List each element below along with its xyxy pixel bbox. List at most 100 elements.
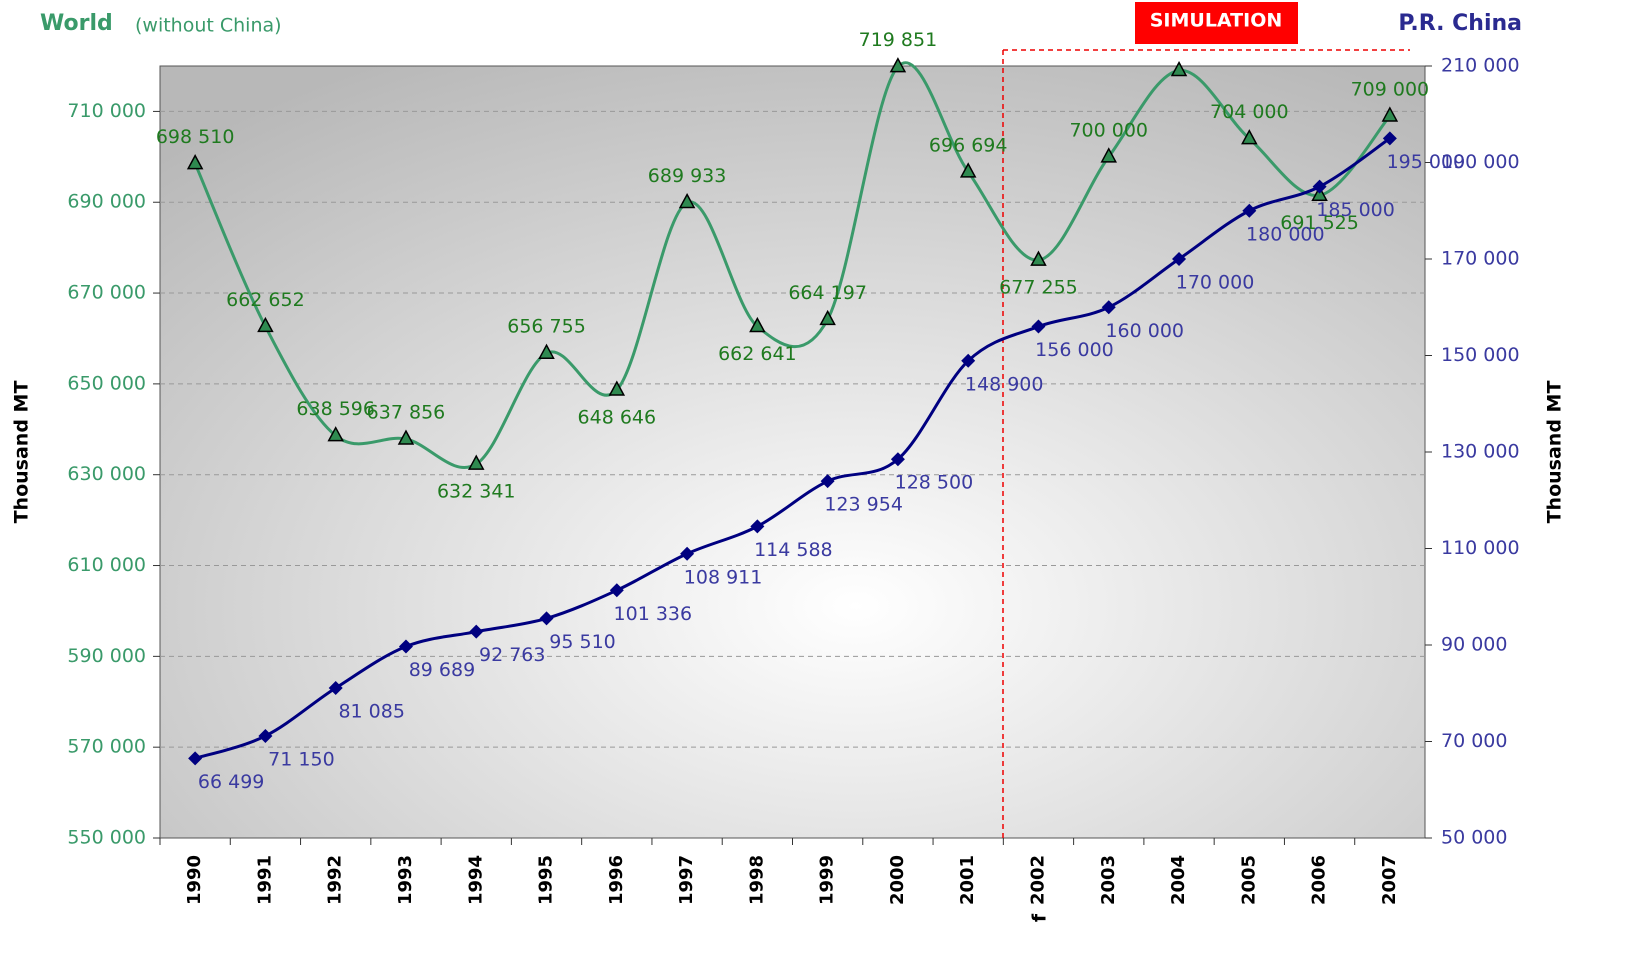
x-tick-label: 1999 xyxy=(817,855,838,905)
x-tick-label: 1994 xyxy=(465,855,486,905)
y2-tick-label: 110 000 xyxy=(1441,537,1520,559)
marker xyxy=(398,639,413,654)
marker xyxy=(889,57,907,73)
data-label: 662 641 xyxy=(718,343,797,365)
data-label: 677 255 xyxy=(999,277,1078,299)
data-label: 185 000 xyxy=(1316,199,1395,221)
marker xyxy=(257,316,274,333)
data-label: 689 933 xyxy=(648,165,727,187)
data-label: 123 954 xyxy=(824,494,903,516)
plot-area xyxy=(159,65,1426,839)
x-tick-label: 2002 xyxy=(1027,855,1048,905)
data-label: 160 000 xyxy=(1105,320,1184,342)
y2-tick-label: 90 000 xyxy=(1441,634,1507,656)
marker xyxy=(328,681,343,696)
data-label: 632 341 xyxy=(437,481,516,503)
forecast-mark: f xyxy=(1029,913,1051,922)
data-label: 92 763 xyxy=(479,644,545,666)
data-label: 108 911 xyxy=(684,566,763,588)
data-label: 81 085 xyxy=(338,701,404,723)
data-label: 148 900 xyxy=(965,373,1044,395)
data-label: 638 596 xyxy=(296,398,375,420)
marker xyxy=(750,519,765,534)
y2-axis-label: Thousand MT xyxy=(1544,381,1566,524)
x-tick-label: 1998 xyxy=(746,855,767,905)
marker xyxy=(680,546,695,561)
marker xyxy=(539,611,554,626)
y-axis-label: Thousand MT xyxy=(11,381,33,524)
marker xyxy=(469,624,484,639)
marker xyxy=(1170,60,1188,77)
data-label: 704 000 xyxy=(1210,101,1289,123)
y-tick-label: 570 000 xyxy=(67,736,146,758)
banner-box xyxy=(1135,2,1298,44)
marker xyxy=(1242,203,1257,218)
y-tick-label: 590 000 xyxy=(67,645,146,667)
y2-tick-label: 170 000 xyxy=(1441,248,1520,270)
data-label: 95 510 xyxy=(549,631,615,653)
x-tick-label: 1991 xyxy=(254,855,275,905)
marker xyxy=(819,309,836,326)
marker xyxy=(820,474,835,489)
y-tick-label: 630 000 xyxy=(67,463,146,485)
simulation-boundary xyxy=(1002,49,1410,838)
data-label: 719 851 xyxy=(859,29,938,51)
y2-tick-label: 210 000 xyxy=(1441,55,1520,77)
marker xyxy=(1312,179,1327,194)
marker xyxy=(1030,250,1047,266)
marker xyxy=(1031,319,1046,334)
x-tick-label: 2006 xyxy=(1309,855,1330,905)
series-title-right: P.R. China xyxy=(1398,11,1522,36)
y2-tick-label: 50 000 xyxy=(1441,827,1507,849)
marker xyxy=(327,426,344,442)
y2-tick-label: 190 000 xyxy=(1441,151,1520,173)
marker xyxy=(961,353,976,368)
x-tick-label: 1997 xyxy=(676,855,697,905)
banner: SIMULATION xyxy=(1150,10,1283,32)
marker xyxy=(609,583,624,598)
x-tick-label: 1992 xyxy=(325,855,346,905)
data-label: 662 652 xyxy=(226,289,305,311)
marker xyxy=(1100,147,1118,163)
data-label: 709 000 xyxy=(1351,78,1430,100)
x-tick-label: 2005 xyxy=(1238,855,1259,905)
marker xyxy=(1241,129,1258,145)
series-line xyxy=(194,137,1391,760)
data-label: 700 000 xyxy=(1069,119,1148,141)
y2-tick-label: 70 000 xyxy=(1441,730,1507,752)
data-label: 195 000 xyxy=(1387,151,1466,173)
marker xyxy=(258,728,273,743)
x-tick-label: 1995 xyxy=(536,855,557,905)
data-label: 648 646 xyxy=(578,407,657,429)
subtitle: (without China) xyxy=(135,15,282,37)
x-tick-label: 2003 xyxy=(1098,855,1119,905)
x-tick-label: 2007 xyxy=(1379,855,1400,905)
y2-tick-label: 130 000 xyxy=(1441,441,1520,463)
x-tick-label: 1993 xyxy=(395,855,416,905)
marker xyxy=(1101,300,1116,315)
x-tick-label: 2004 xyxy=(1168,855,1189,905)
y-tick-label: 670 000 xyxy=(67,282,146,304)
data-label: 637 856 xyxy=(367,402,446,424)
marker xyxy=(678,192,696,209)
data-label: 656 755 xyxy=(507,316,586,338)
y-tick-label: 710 000 xyxy=(67,100,146,122)
marker xyxy=(1382,131,1397,146)
marker xyxy=(467,454,485,470)
data-label: 128 500 xyxy=(895,472,974,494)
y-tick-label: 650 000 xyxy=(67,372,146,394)
y-tick-label: 610 000 xyxy=(67,554,146,576)
x-tick-label: 2000 xyxy=(887,855,908,905)
marker xyxy=(1381,106,1399,122)
marker xyxy=(397,429,415,445)
data-label: 89 689 xyxy=(409,659,475,681)
y-tick-label: 690 000 xyxy=(67,191,146,213)
data-label: 180 000 xyxy=(1246,223,1325,245)
data-label: 156 000 xyxy=(1035,339,1114,361)
marker xyxy=(186,154,204,170)
data-label: 66 499 xyxy=(198,771,264,793)
marker xyxy=(1311,185,1328,202)
marker xyxy=(890,452,905,467)
y-tick-label: 550 000 xyxy=(67,827,146,849)
